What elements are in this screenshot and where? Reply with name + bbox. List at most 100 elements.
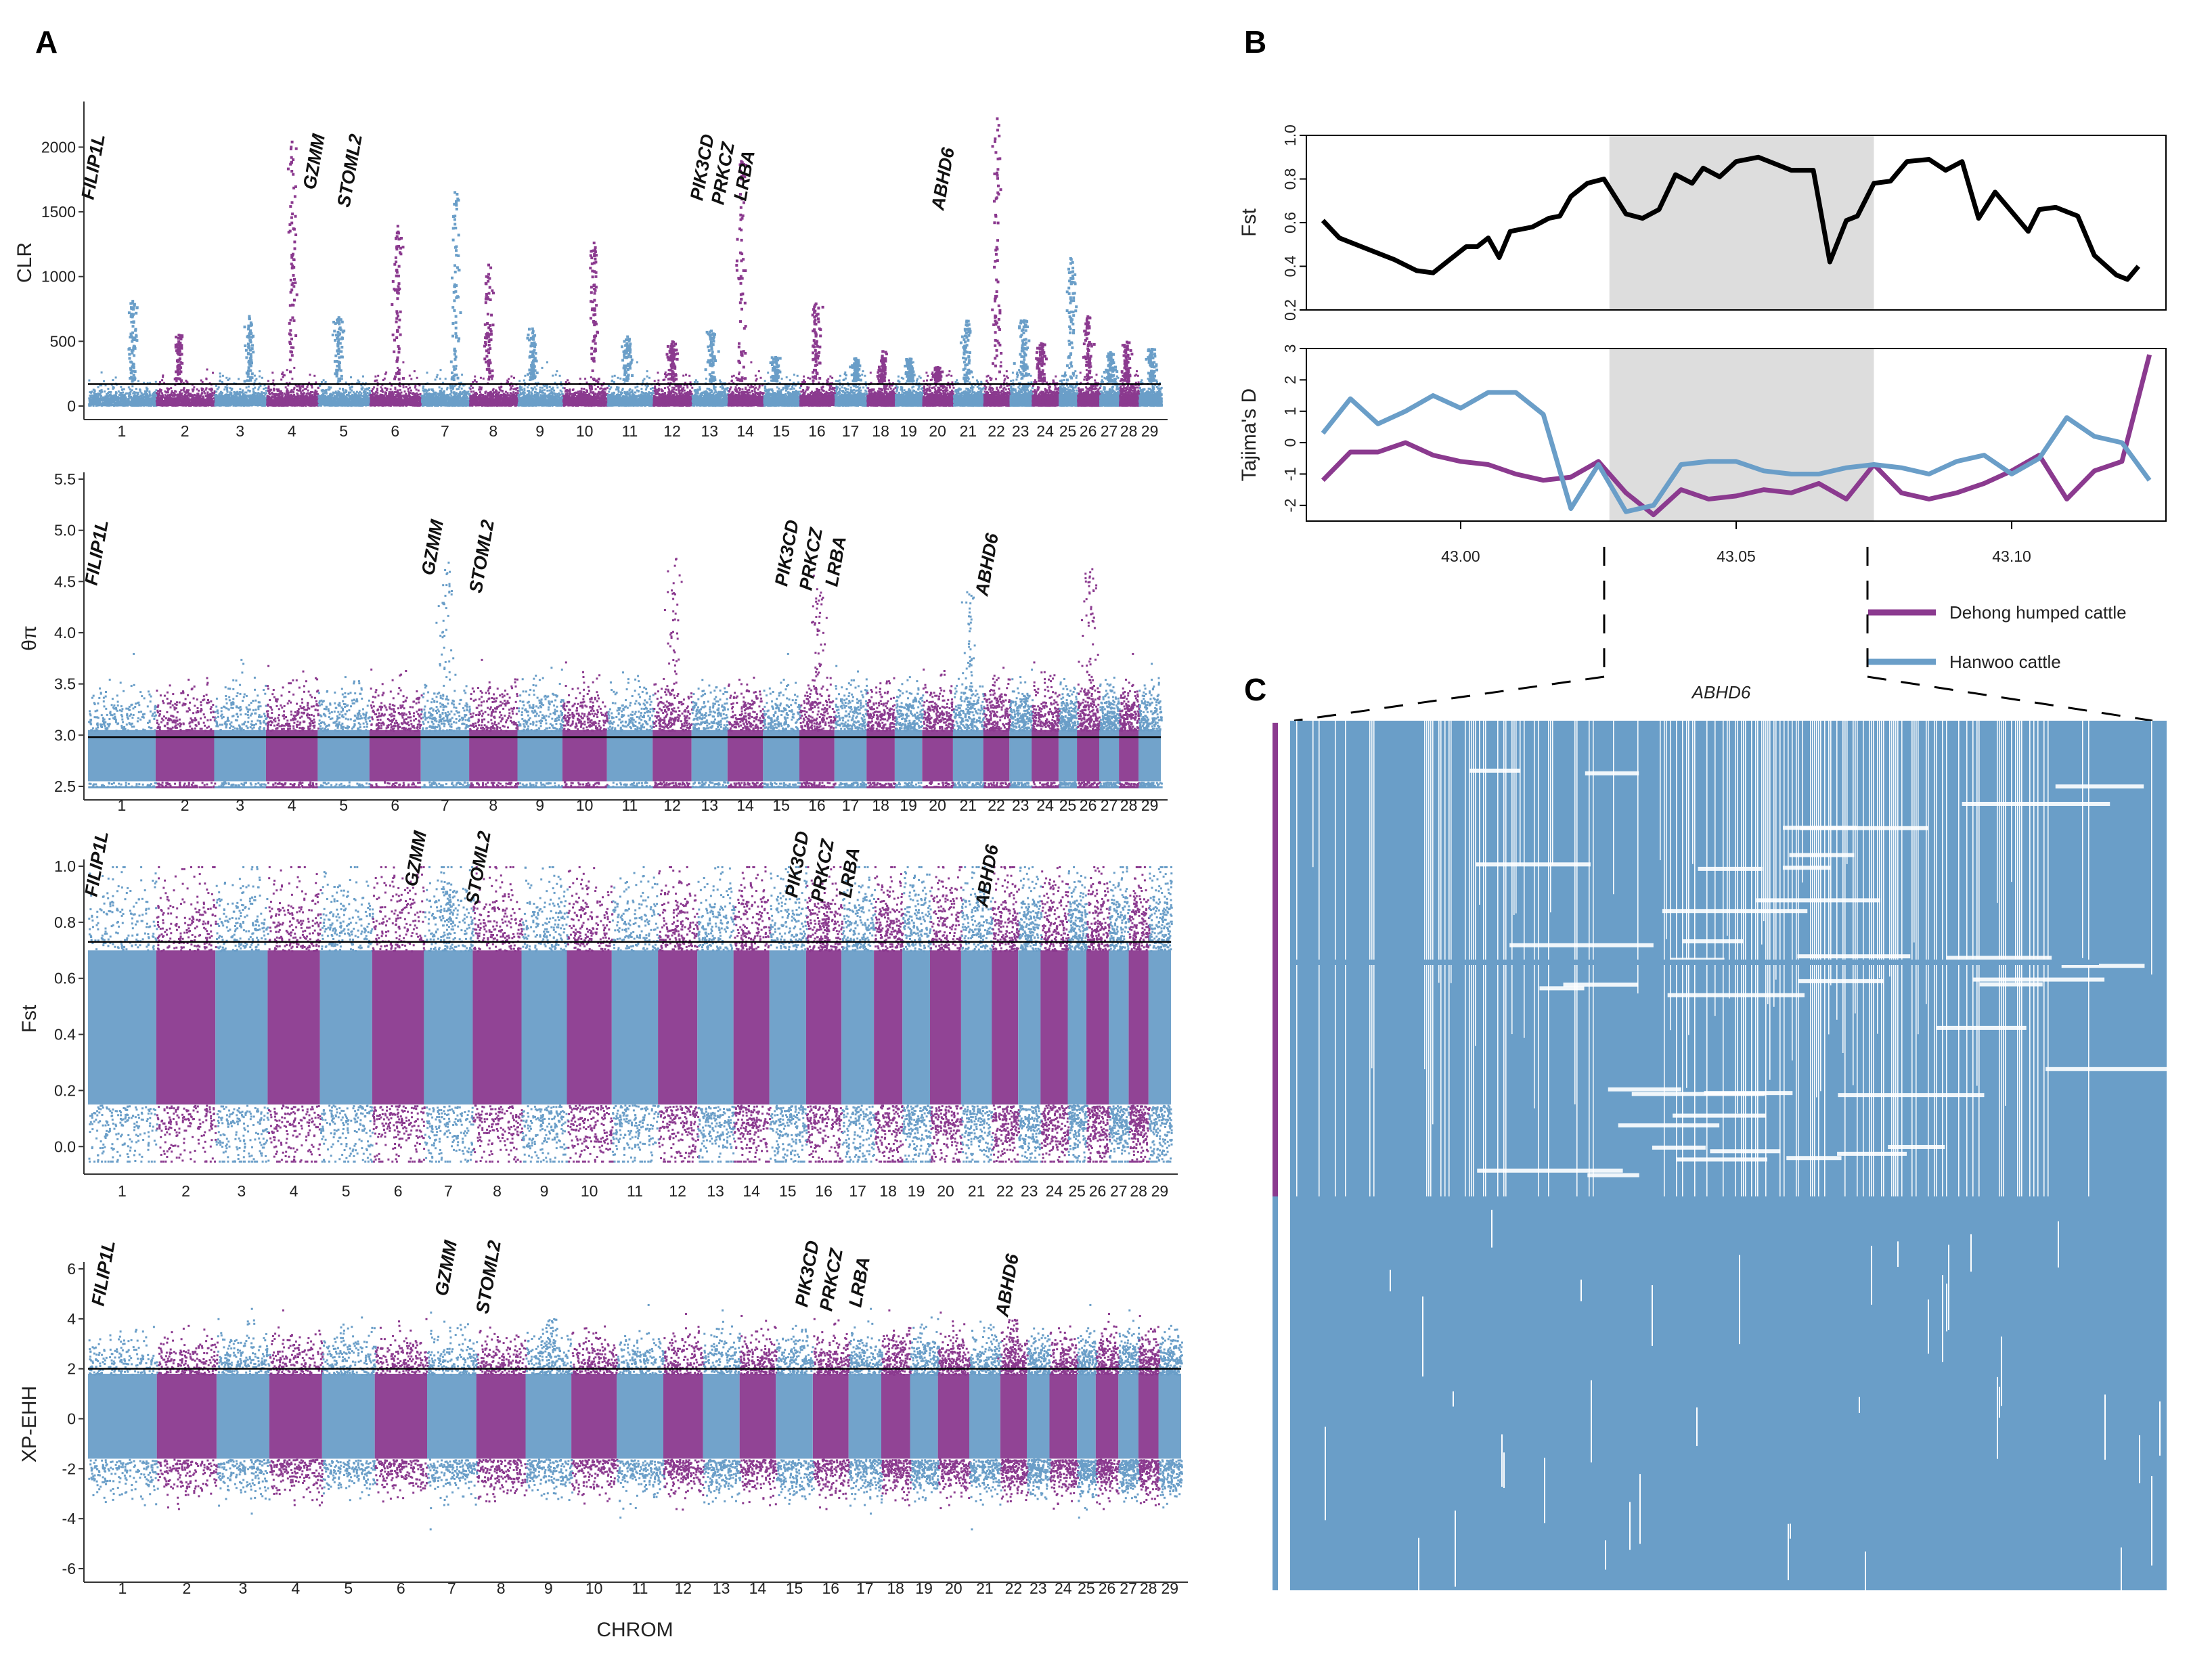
chrom-16-points — [813, 1318, 851, 1510]
chrom-tick-label: 14 — [749, 1579, 767, 1597]
chrom-tick-label: 5 — [342, 1182, 351, 1200]
chrom-tick-label: 12 — [669, 1182, 686, 1200]
chrom-3-points — [214, 659, 267, 788]
chrom-tick-label: 15 — [772, 797, 790, 814]
chrom-tick-label: 17 — [842, 422, 860, 440]
chrom-tick-label: 12 — [663, 422, 681, 440]
chrom-tick-label: 3 — [236, 797, 244, 814]
chrom-21-points — [961, 866, 994, 1163]
chrom-tick-label: 10 — [585, 1579, 603, 1597]
gene-label: STOML2 — [465, 518, 497, 595]
chrom-29-points — [1138, 663, 1163, 789]
gene-label: ABHD6 — [927, 145, 958, 212]
y-tick-label: 500 — [50, 332, 76, 350]
chrom-13-points — [692, 679, 730, 788]
chrom-tick-label: 1 — [118, 422, 127, 440]
y-tick-label: 1.0 — [1281, 125, 1299, 146]
chrom-23-points — [1027, 1328, 1051, 1500]
chrom-10-points — [562, 242, 609, 407]
group-bar-dehong — [1273, 723, 1278, 1196]
chrom-15-points — [770, 866, 808, 1163]
chrom-tick-label: 11 — [621, 422, 638, 440]
chrom-tick-label: 16 — [808, 797, 826, 814]
y-axis-title: CLR — [14, 242, 36, 283]
chrom-tick-label: 9 — [535, 422, 544, 440]
y-tick-label: 0.4 — [54, 1026, 76, 1044]
y-tick-label: 1500 — [41, 203, 76, 221]
chrom-23-points — [1018, 866, 1042, 1163]
chrom-tick-label: 3 — [237, 1182, 246, 1200]
chrom-18-points — [866, 677, 897, 788]
y-axis-title: Fst — [1238, 208, 1260, 237]
chrom-20-points — [922, 366, 954, 407]
y-tick-label: -4 — [62, 1510, 76, 1527]
chrom-tick-label: 29 — [1162, 1579, 1179, 1597]
y-tick-label: 3.5 — [54, 675, 76, 693]
chrom-tick-label: 24 — [1046, 1182, 1063, 1200]
y-tick-label: -2 — [62, 1460, 76, 1477]
chrom-tick-label: 8 — [489, 422, 497, 440]
chrom-26-points — [1096, 1313, 1120, 1510]
chrom-tick-label: 10 — [576, 797, 594, 814]
chrom-5-points — [320, 866, 374, 1163]
y-tick-label: 3.0 — [54, 726, 76, 744]
chrom-tick-label: 19 — [900, 797, 917, 814]
chrom-8-points — [469, 264, 519, 407]
chrom-tick-label: 11 — [621, 797, 638, 814]
chrom-tick-label: 27 — [1101, 797, 1118, 814]
chrom-tick-label: 9 — [544, 1579, 553, 1597]
chrom-11-points — [617, 1304, 665, 1519]
chrom-tick-label: 21 — [976, 1579, 994, 1597]
chrom-25-points — [1077, 1304, 1098, 1519]
figure: A B C 0500100015002000CLR1 2 3 4 5 6 7 8 9 10 11 12… — [0, 0, 2212, 1660]
chrom-tick-label: 6 — [391, 422, 399, 440]
chrom-tick-label: 1 — [118, 1182, 127, 1200]
chrom-28-points — [1119, 653, 1141, 788]
chrom-tick-label: 16 — [822, 1579, 840, 1597]
chrom-22-points — [983, 117, 1012, 407]
chrom-tick-label: 6 — [391, 797, 399, 814]
chrom-tick-label: 5 — [339, 797, 348, 814]
chrom-tick-label: 10 — [576, 422, 594, 440]
chrom-tick-label: 5 — [344, 1579, 353, 1597]
chrom-28-points — [1119, 341, 1141, 407]
chrom-20-points — [922, 669, 954, 788]
chrom-tick-label: 28 — [1130, 1182, 1147, 1200]
chrom-29-points — [1138, 348, 1163, 407]
group-bar-hanwoo — [1273, 1196, 1278, 1590]
chrom-tick-label: 2 — [181, 797, 190, 814]
chrom-19-points — [910, 1316, 940, 1502]
chrom-tick-label: 2 — [183, 1579, 192, 1597]
legend: Dehong humped cattle Hanwoo cattle — [1868, 602, 2127, 672]
chrom-tick-label: 11 — [632, 1579, 648, 1597]
gene-label: PRKCZ — [807, 836, 838, 903]
chrom-24-points — [1032, 661, 1061, 788]
gene-label: GZMM — [401, 829, 430, 888]
chrom-tick-label: 21 — [960, 422, 977, 440]
chrom-tick-label: 3 — [236, 422, 244, 440]
chrom-26-points — [1077, 315, 1101, 407]
gene-label: FILIP1L — [81, 830, 112, 898]
chrom-tick-label: 1 — [118, 1579, 127, 1597]
chrom-6-points — [370, 225, 423, 407]
chrom-5-points — [317, 676, 371, 788]
chrom-tick-label: 1 — [118, 797, 127, 814]
gene-label: GZMM — [431, 1238, 461, 1297]
chrom-tick-label: 24 — [1036, 797, 1054, 814]
chrom-2-points — [156, 334, 217, 407]
chrom-29-points — [1149, 866, 1173, 1163]
x-tick-label: 43.00 — [1441, 547, 1480, 565]
y-axis-title: XP-EHH — [18, 1386, 41, 1462]
chrom-tick-label: 15 — [779, 1182, 797, 1200]
chrom-tick-label: 13 — [701, 422, 719, 440]
chrom-5-points — [322, 1316, 377, 1501]
chrom-tick-label: 25 — [1068, 1182, 1086, 1200]
chrom-3-points — [215, 315, 268, 407]
chrom-13-points — [697, 866, 735, 1163]
y-tick-label: 1.0 — [54, 857, 76, 875]
chrom-3-points — [217, 1308, 271, 1515]
chrom-tick-label: 15 — [772, 422, 790, 440]
chrom-7-points — [421, 562, 471, 788]
gene-label: LRBA — [845, 1255, 874, 1309]
